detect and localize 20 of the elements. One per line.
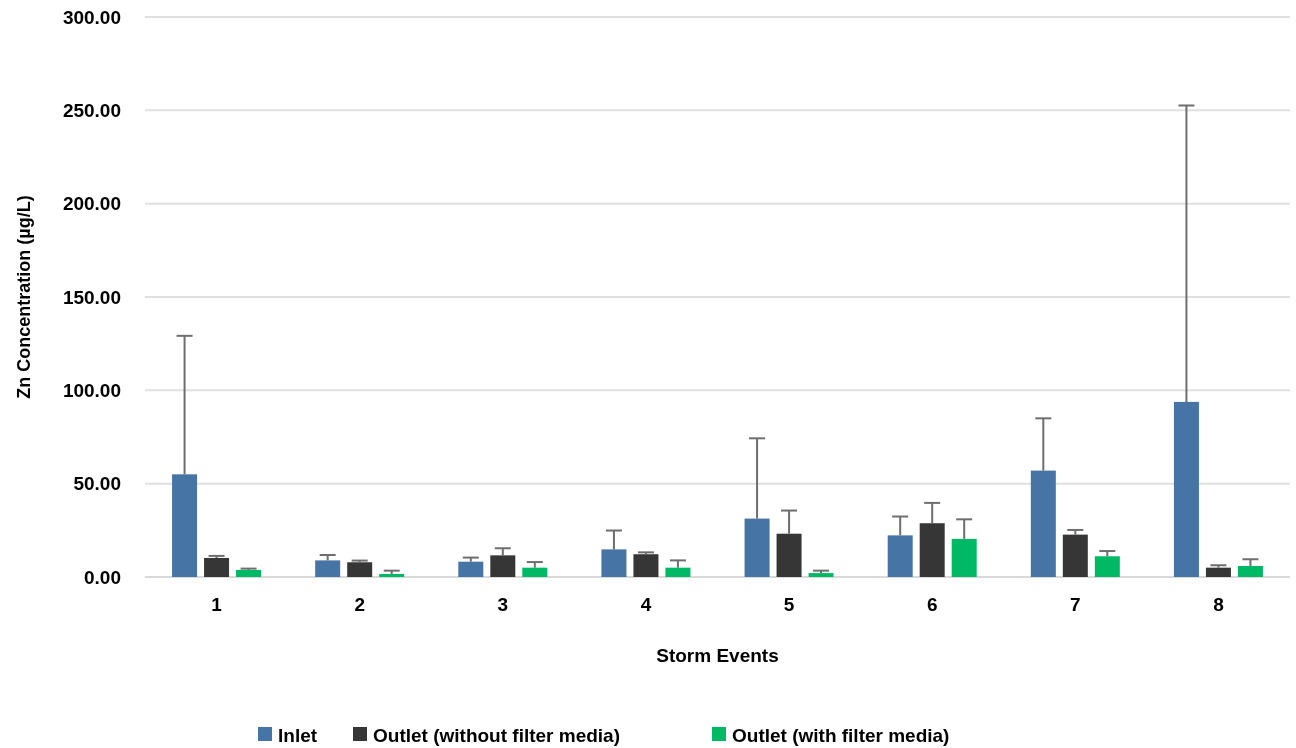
y-tick-label: 150.00 bbox=[62, 286, 121, 308]
y-tick-label: 50.00 bbox=[73, 473, 121, 495]
x-tick-label: 2 bbox=[354, 594, 365, 615]
x-tick-label: 4 bbox=[640, 594, 652, 615]
legend-label: Outlet (with filter media) bbox=[732, 724, 950, 746]
y-tick-label: 100.00 bbox=[62, 379, 121, 401]
x-tick-label: 3 bbox=[497, 594, 509, 615]
y-axis-title: Zn Concentration (µg/L) bbox=[14, 195, 34, 399]
x-axis-title: Storm Events bbox=[656, 645, 779, 666]
legend-label: Inlet bbox=[278, 724, 318, 746]
y-tick-label: 250.00 bbox=[62, 99, 121, 121]
x-tick-label: 8 bbox=[1213, 594, 1224, 615]
y-tick-label: 0.00 bbox=[84, 566, 121, 588]
y-tick-label: 300.00 bbox=[62, 6, 121, 28]
x-tick-label: 7 bbox=[1070, 594, 1081, 615]
x-tick-label: 1 bbox=[211, 594, 223, 615]
x-tick-label: 6 bbox=[926, 594, 938, 615]
legend-label: Outlet (without filter media) bbox=[373, 724, 620, 746]
y-tick-label: 200.00 bbox=[62, 193, 121, 215]
x-tick-label: 5 bbox=[783, 594, 795, 615]
